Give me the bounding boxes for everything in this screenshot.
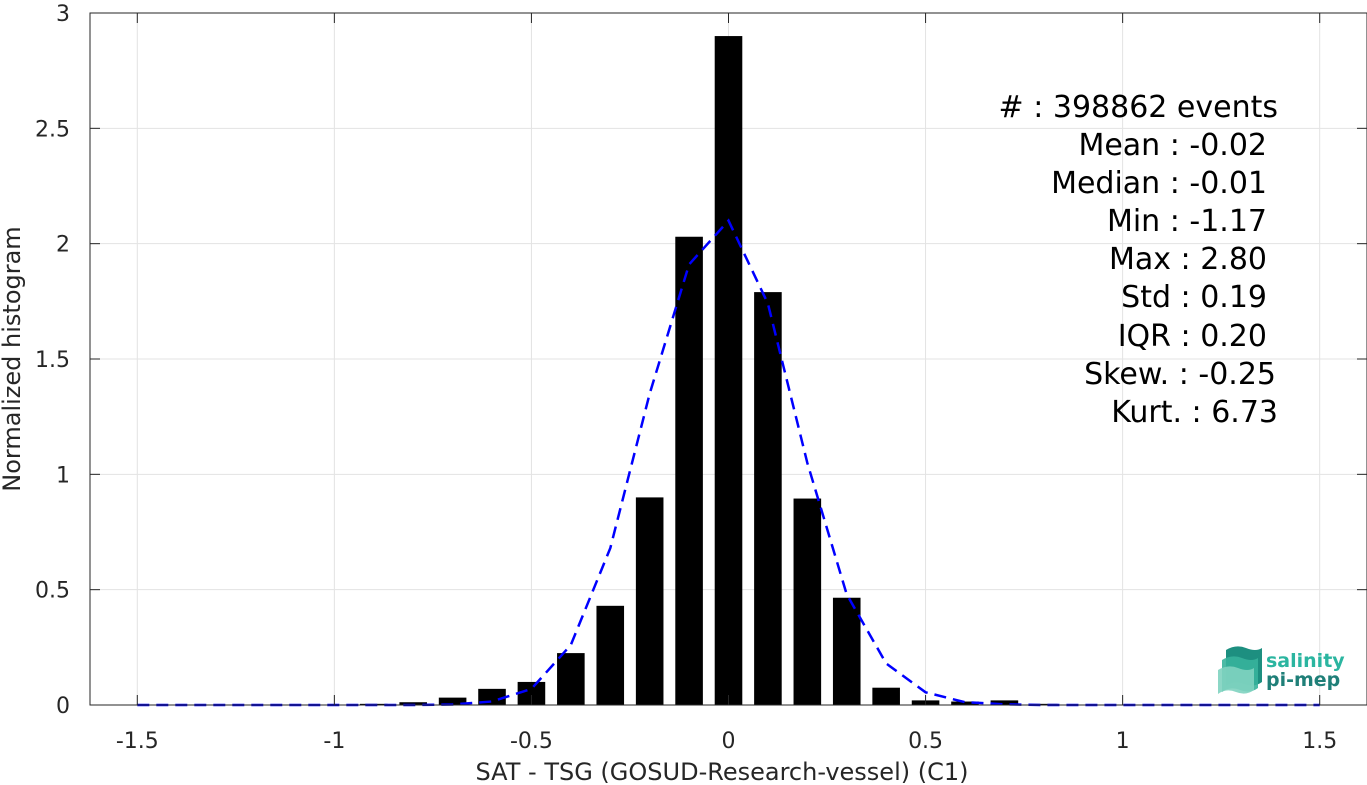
stat-min: Min : -1.17 <box>1107 204 1267 239</box>
x-axis-title: SAT - TSG (GOSUD-Research-vessel) (C1) <box>476 758 969 785</box>
histogram-bar <box>517 681 546 705</box>
histogram-bar <box>399 702 427 705</box>
y-tick-labels: 0 0.5 1 1.5 2 2.5 3 <box>35 2 70 719</box>
y-tick-label: 3 <box>56 2 70 27</box>
stat-median: Median : -0.01 <box>1051 166 1267 201</box>
histogram-bars <box>359 36 1058 706</box>
stat-std: Std : 0.19 <box>1121 280 1267 315</box>
x-tick-label: -0.5 <box>510 729 553 754</box>
stat-count: # : 398862 events <box>999 90 1278 125</box>
histogram-bar <box>635 497 664 705</box>
x-tick-label: -1.5 <box>116 729 159 754</box>
y-axis-title: Normalized histogram <box>0 226 26 491</box>
histogram-bar <box>714 36 743 706</box>
histogram-bar <box>1030 703 1058 705</box>
histogram-bar <box>872 687 900 705</box>
x-tick-label: 1.5 <box>1302 729 1337 754</box>
histogram-bar <box>675 236 703 705</box>
axis-ticks <box>90 12 1367 706</box>
histogram-bar <box>596 605 625 705</box>
stat-mean: Mean : -0.02 <box>1078 128 1267 163</box>
histogram-bar <box>557 653 585 705</box>
salinity-pi-mep-logo: salinity pi-mep <box>1218 646 1345 694</box>
statistics-box: # : 398862 events Mean : -0.02 Median : … <box>999 90 1278 430</box>
x-tick-labels: -1.5 -1 -0.5 0 0.5 1 1.5 <box>116 729 1337 754</box>
histogram-bar <box>832 597 861 705</box>
x-tick-label: 0 <box>722 729 736 754</box>
y-tick-label: 1 <box>56 463 70 488</box>
x-tick-label: 0.5 <box>908 729 943 754</box>
histogram-bar <box>951 701 979 705</box>
logo-salinity-text: salinity <box>1266 650 1345 672</box>
stat-kurtosis: Kurt. : 6.73 <box>1111 395 1278 430</box>
stat-iqr: IQR : 0.20 <box>1118 319 1267 354</box>
y-tick-label: 1.5 <box>35 348 70 373</box>
stat-skewness: Skew. : -0.25 <box>1084 357 1276 392</box>
logo-pimep-text: pi-mep <box>1266 669 1340 691</box>
histogram-bar <box>793 498 822 705</box>
x-tick-label: -1 <box>323 729 345 754</box>
y-tick-label: 0 <box>56 694 70 719</box>
y-tick-label: 0.5 <box>35 579 70 604</box>
x-tick-label: 1 <box>1116 729 1130 754</box>
histogram-bar <box>990 700 1019 705</box>
histogram-bar <box>438 697 467 705</box>
logo-waves-icon <box>1218 646 1262 694</box>
y-tick-label: 2 <box>56 233 70 258</box>
stat-max: Max : 2.80 <box>1109 242 1267 277</box>
histogram-bar <box>754 292 782 705</box>
y-tick-label: 2.5 <box>35 117 70 142</box>
